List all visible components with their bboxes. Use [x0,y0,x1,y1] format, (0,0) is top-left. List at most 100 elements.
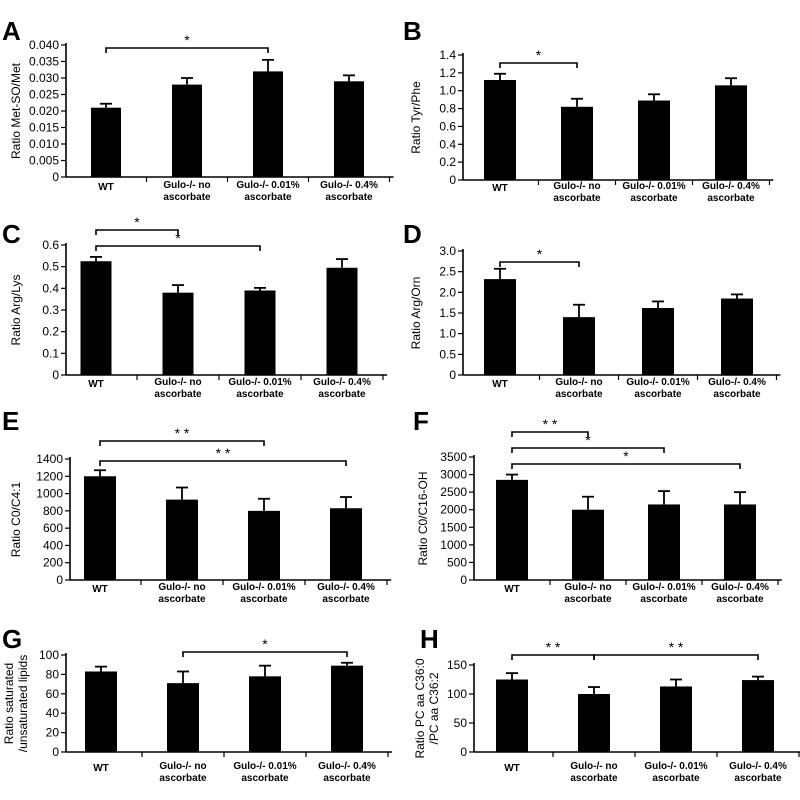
y-tick-label: 20 [46,726,60,740]
y-tick-label: 0.030 [29,71,59,85]
y-tick-label: 200 [43,556,63,570]
category-label: WT [492,183,508,194]
category-label: Gulo-/- 0.4% ascorbate [320,180,378,203]
y-tick-label: 0 [52,745,59,759]
y-tick-label: 0 [52,368,59,382]
y-tick-label: 0 [460,745,467,759]
bar [334,81,364,177]
y-axis-label: /unsaturated lipids [16,655,30,752]
bar [331,665,363,752]
significance-label: * [623,448,629,464]
panel-f: F Ratio C0/C16-OH 0 500 1000 1500 2000 2500 3000… [413,406,782,605]
significance-bracket [95,245,261,251]
bar [578,694,610,752]
category-label: Gulo-/- 0.01% ascorbate [228,377,291,400]
category-label: WT [93,763,109,774]
y-tick-label: 0.6 [439,119,456,133]
y-tick-label: 50 [454,716,468,730]
category-label: Gulo-/- 0.4% ascorbate [313,377,371,400]
y-tick-label: 0 [52,170,59,184]
y-axis-label: Ratio Arg/Lys [9,275,23,346]
y-tick-label: 600 [43,521,63,535]
bar [496,479,528,580]
bar [660,686,692,752]
y-tick-label: 0.5 [42,260,59,274]
significance-label: * * [669,639,684,655]
y-axis-label: Ratio PC aa C36:0 [413,658,427,758]
bar [162,292,194,375]
y-tick-label: 0 [56,573,63,587]
significance-bracket [511,431,589,437]
panel-letter: A [2,16,21,46]
significance-bracket [105,47,269,53]
bar [84,476,116,580]
significance-bracket [511,447,665,453]
y-tick-label: 80 [46,667,60,681]
significance-label: * * [216,445,231,461]
y-tick-label: 100 [447,687,467,701]
y-tick-label: 1400 [36,452,63,466]
bar [248,510,280,580]
panel-letter: C [2,219,21,249]
significance-bracket [99,460,347,466]
category-label: Gulo-/- 0.01% ascorbate [236,180,299,203]
significance-bracket [499,62,578,68]
y-axis-label: Ratio C0/C4:1 [9,481,23,557]
y-tick-label: 0.2 [42,325,59,339]
y-tick-label: 100 [39,648,59,662]
y-tick-label: 0.8 [439,102,456,116]
y-tick-label: 2.0 [439,285,456,299]
y-tick-label: 60 [46,687,60,701]
y-tick-label: 0.4 [42,281,59,295]
category-label: Gulo-/- 0.4% ascorbate [711,582,769,605]
significance-label: * [134,214,140,230]
category-label: WT [504,763,520,774]
category-label: Gulo-/- 0.01% ascorbate [626,377,689,400]
y-tick-label: 0.035 [29,55,59,69]
bar [561,106,593,180]
panel-letter: E [2,406,19,436]
y-tick-label: 1.0 [439,84,456,98]
y-axis-label: Ratio Arg/Orn [409,277,423,350]
y-tick-label: 0 [449,368,456,382]
bar [326,267,358,375]
y-tick-label: 0.020 [29,104,59,118]
y-tick-label: 0.6 [42,238,59,252]
y-tick-label: 0.1 [42,346,59,360]
category-label: Gulo-/- 0.01% ascorbate [233,761,296,784]
category-label: Gulo-/- 0.4% ascorbate [317,582,375,605]
bar [715,85,747,180]
significance-bracket [99,440,265,446]
panel-letter: G [2,624,22,654]
y-axis-label: Ratio C0/C16-OH [416,471,430,565]
bar [572,509,604,580]
panel-a: A Ratio Met-SO/Met 0 0.005 0.010 0.015 0.020 0.… [2,16,394,203]
y-axis-label: Ratio Tyr/Phe [409,81,423,154]
significance-label: * * [543,416,558,432]
y-tick-label: 0 [449,173,456,187]
y-tick-label: 0.010 [29,137,59,151]
bar [563,317,595,375]
significance-bracket [182,651,348,657]
bar [496,679,528,752]
bar [742,680,774,752]
panel-letter: D [403,219,422,249]
category-label: Gulo-/- no ascorbate [163,180,211,203]
significance-label: * [537,246,543,262]
bar [484,80,516,180]
bar [642,308,674,375]
bar [249,676,281,752]
y-tick-label: 2000 [440,503,467,517]
bar [330,508,362,580]
y-tick-label: 0.4 [439,137,456,151]
y-tick-label: 800 [43,504,63,518]
category-label: Gulo-/- no ascorbate [564,582,612,605]
y-tick-label: 150 [447,658,467,672]
bar [172,84,202,177]
y-tick-label: 40 [46,706,60,720]
y-tick-label: 1000 [36,487,63,501]
significance-bracket [499,261,580,267]
y-tick-label: 0.015 [29,121,59,135]
bar [721,298,753,375]
